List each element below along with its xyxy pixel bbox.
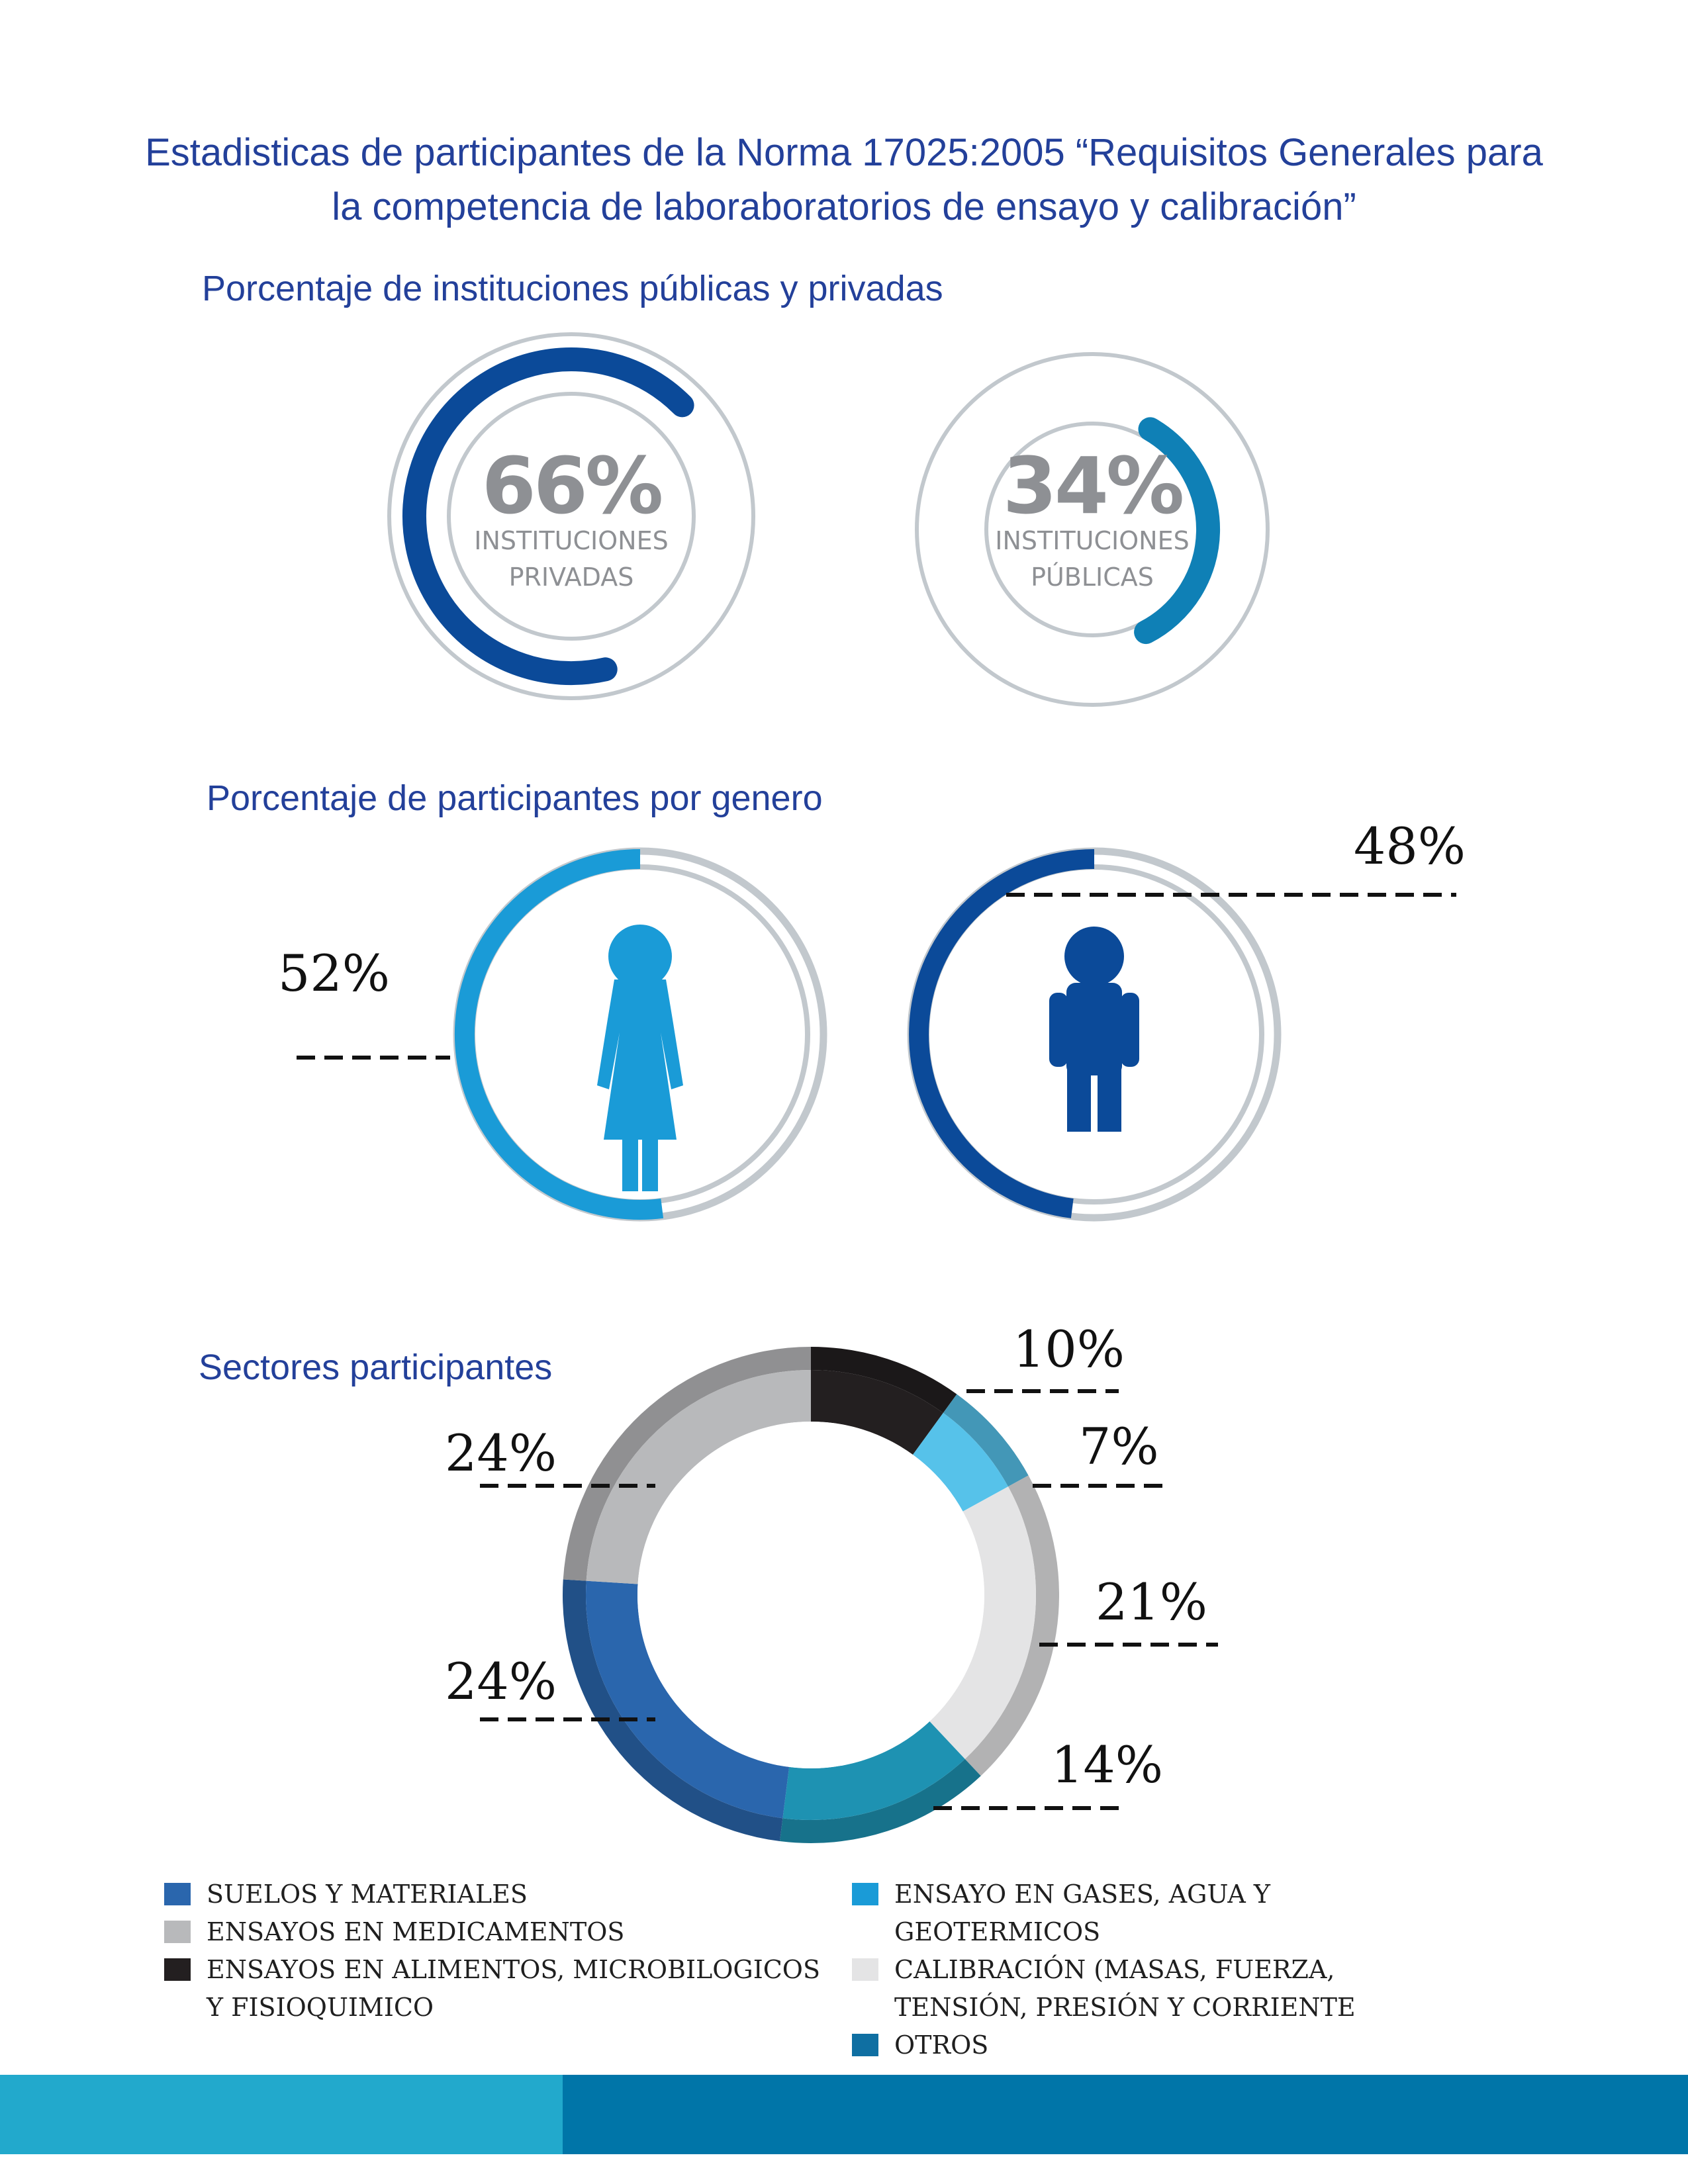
ring-public: 34% INSTITUCIONES PÚBLICAS [915,352,1270,707]
donut-slice [912,1412,1008,1512]
ring-female-arc [454,849,664,1220]
gender-chart: 52% 48% [278,817,1466,1222]
donut-slice [811,1370,943,1455]
ring-private-label-1: INSTITUCIONES [474,526,668,555]
donut-slice-rim [563,1347,811,1581]
legend-item: ENSAYOS EN MEDICAMENTOS [164,1913,826,1951]
donut-slice-rim [964,1475,1059,1776]
legend-label: ENSAYO EN GASES, AGUA Y GEOTERMICOS [894,1880,1270,1946]
legend-swatch [852,1958,878,1981]
label-sector-calibracion: 21% [1096,1572,1207,1631]
ring-male: 48% [907,817,1466,1222]
ring-private: 66% INSTITUCIONES PRIVADAS [387,332,755,700]
ring-male-arc [909,849,1095,1218]
ring-private-arc [402,347,694,685]
legend-item: ENSAYOS EN ALIMENTOS, MICROBILOGICOS Y F… [164,1951,829,2026]
label-sector-medicamentos: 24% [445,1424,557,1482]
label-sector-gases: 7% [1079,1417,1159,1476]
donut-slice-rim [943,1394,1029,1487]
man-icon [1049,927,1139,1132]
legend-swatch [164,1958,191,1981]
footer-bar-dark [563,2075,1688,2154]
legend-swatch [852,2034,878,2056]
legend-label: CALIBRACIÓN (MASAS, FUERZA, TENSIÓN, PRE… [894,1955,1356,2022]
ring-private-inner [447,392,696,641]
ring-public-outer [915,352,1270,707]
section-title-sectors: Sectores participantes [199,1347,553,1387]
label-female: 52% [278,944,390,1003]
legend-item: ENSAYO EN GASES, AGUA Y GEOTERMICOS [852,1876,1481,1951]
sectors-donut [563,1347,1059,1844]
legend-swatch [852,1883,878,1905]
label-sector-otros: 14% [1051,1735,1163,1794]
donut-slice-rim [563,1579,783,1842]
section-title-institutions: Porcentaje de instituciones públicas y p… [202,269,943,308]
legend-label: ENSAYOS EN MEDICAMENTOS [207,1917,625,1946]
donut-slices [563,1347,1059,1844]
ring-female: 52% [278,847,827,1222]
ring-private-label-2: PRIVADAS [509,563,634,592]
woman-icon [597,925,683,1191]
donut-hole [637,1422,984,1768]
legend-left: SUELOS Y MATERIALES ENSAYOS EN MEDICAMEN… [164,1876,826,2026]
title-line-1: Estadisticas de participantes de la Norm… [145,131,1543,174]
legend-item: OTROS [852,2026,1481,2064]
donut-slice [929,1486,1036,1759]
institutions-chart: 66% INSTITUCIONES PRIVADAS 34% INSTITUCI… [387,332,1270,707]
legend-label: ENSAYOS EN ALIMENTOS, MICROBILOGICOS Y F… [207,1955,820,2022]
label-male: 48% [1354,817,1466,876]
donut-slice [782,1721,965,1820]
donut-slice-rim [811,1347,957,1413]
legend-item: CALIBRACIÓN (MASAS, FUERZA, TENSIÓN, PRE… [852,1951,1464,2026]
label-sector-alimentos: 10% [1013,1320,1125,1379]
legend-swatch [164,1921,191,1943]
ring-public-label-1: INSTITUCIONES [995,526,1189,555]
ring-private-outer [387,332,755,700]
legend-right: ENSAYO EN GASES, AGUA Y GEOTERMICOS CALI… [852,1876,1481,2064]
donut-slice [586,1370,811,1584]
legend-label: SUELOS Y MATERIALES [207,1880,528,1909]
title-line-2: la competencia de laboraboratorios de en… [332,185,1356,228]
section-title-gender: Porcentaje de participantes por genero [207,778,823,818]
ring-public-label-2: PÚBLICAS [1031,563,1154,592]
ring-public-value: 34% [1003,440,1182,531]
ring-public-arc [1134,417,1221,645]
donut-slice-rim [780,1758,981,1844]
footer-bar-light [0,2075,563,2154]
legend-item: SUELOS Y MATERIALES [164,1876,826,1913]
label-sector-suelos: 24% [445,1652,557,1711]
donut-slice [585,1580,790,1819]
page-title: Estadisticas de participantes de la Norm… [66,126,1622,234]
ring-private-value: 66% [482,440,661,531]
legend-swatch [164,1883,191,1905]
legend-label: OTROS [894,2030,989,2060]
sector-labels: 10% 7% 21% 14% 24% 24% [445,1320,1218,1810]
